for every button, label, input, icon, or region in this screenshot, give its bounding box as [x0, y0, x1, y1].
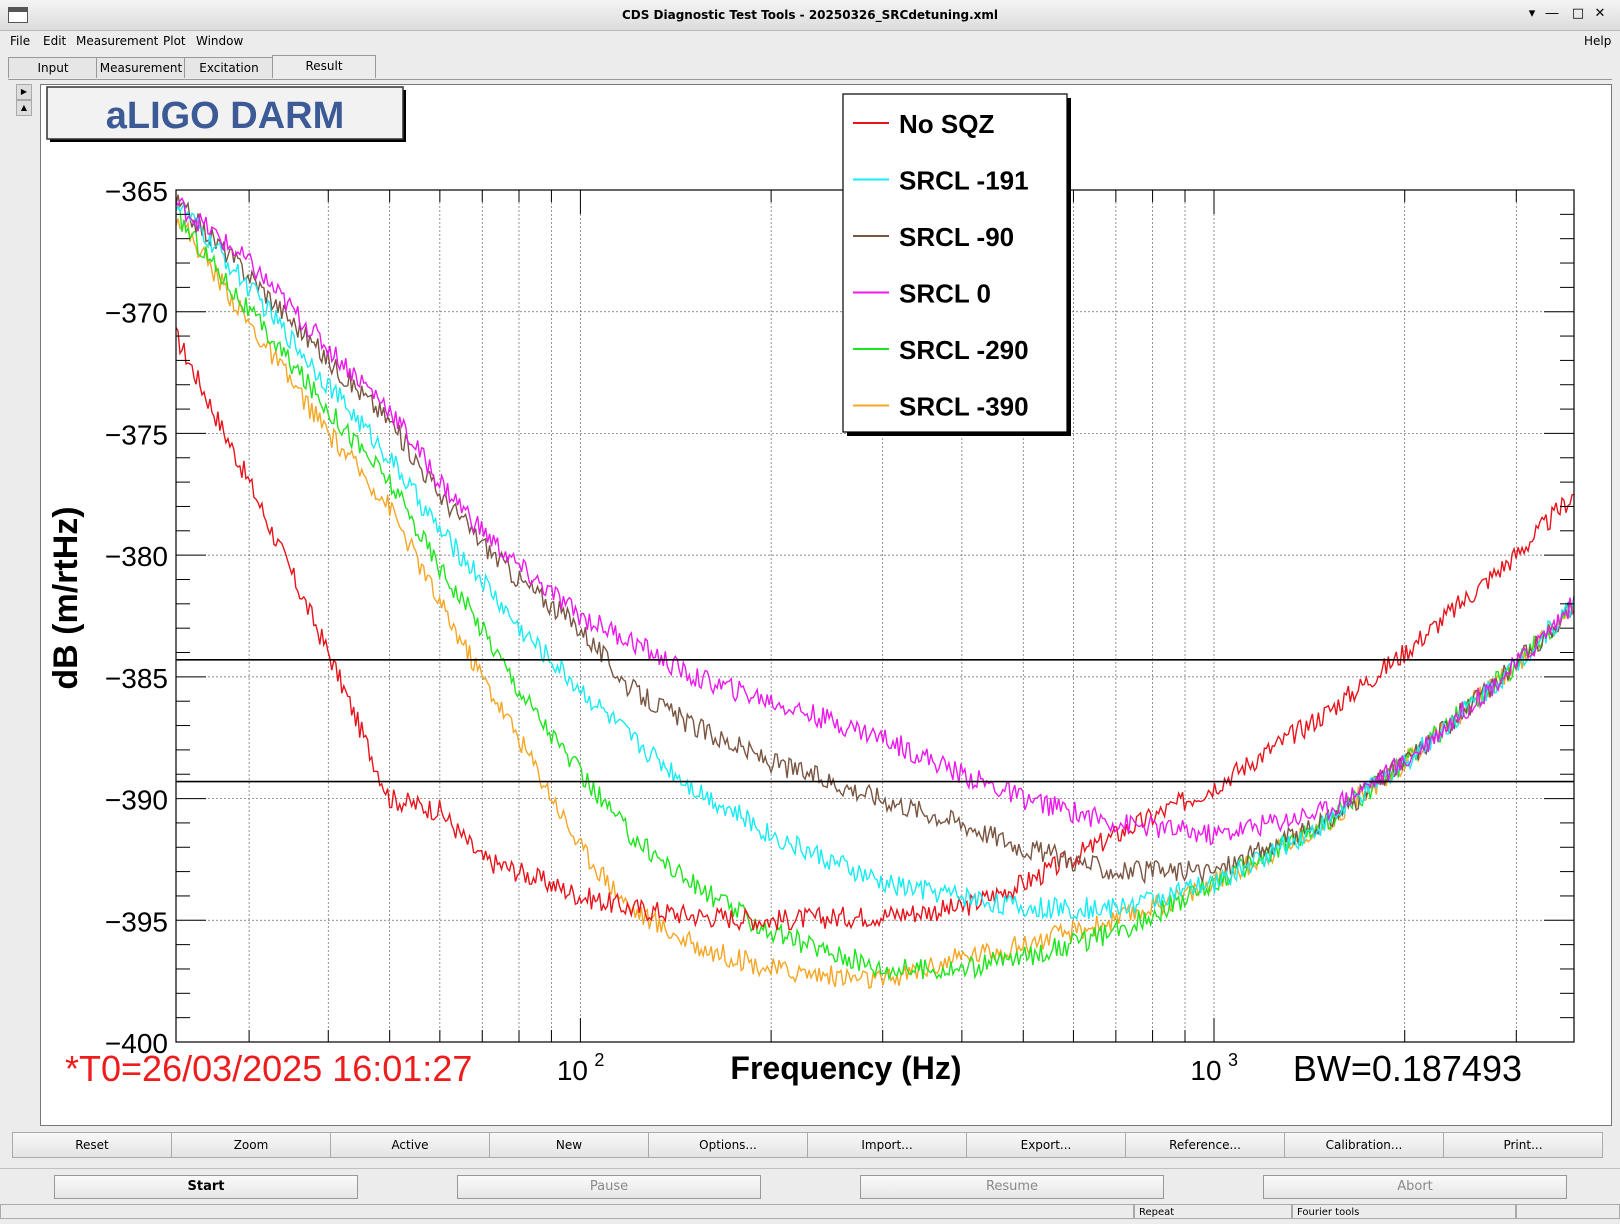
- legend-entry: SRCL -90: [899, 222, 1014, 252]
- menu-plot[interactable]: Plot: [163, 34, 186, 48]
- darm-plot[interactable]: −365−370−375−380−385−390−395−400 10 2 10 3 …: [41, 85, 1611, 1125]
- status-repeat: Repeat: [1134, 1204, 1292, 1219]
- expand-right-icon[interactable]: ▶: [16, 84, 32, 100]
- y-axis-label: dB (m/rtHz): [47, 506, 85, 689]
- tab-excitation[interactable]: Excitation: [184, 57, 274, 78]
- tab-result[interactable]: Result: [272, 55, 376, 78]
- minimize-icon[interactable]: ▾: [1528, 6, 1536, 21]
- status-fourier-tools: Fourier tools: [1292, 1204, 1516, 1219]
- reset-button[interactable]: Reset: [12, 1132, 172, 1158]
- timestamp-label: *T0=26/03/2025 16:01:27: [65, 1048, 472, 1089]
- y-tick-label: −390: [105, 785, 168, 816]
- app-window-icon: [8, 7, 28, 23]
- x-axis-label: Frequency (Hz): [730, 1050, 961, 1086]
- status-cell-main: [0, 1204, 1134, 1219]
- y-tick-label: −370: [105, 298, 168, 329]
- plot-toolbar: Reset Zoom Active New Options... Import.…: [12, 1132, 1604, 1158]
- legend-entry: SRCL -290: [899, 335, 1029, 365]
- menu-help[interactable]: Help: [1584, 34, 1612, 48]
- window-title: CDS Diagnostic Test Tools - 20250326_SRC…: [621, 8, 999, 22]
- status-bar: Repeat Fourier tools: [0, 1202, 1620, 1222]
- export-button[interactable]: Export...: [966, 1132, 1126, 1158]
- tab-measurement[interactable]: Measurement: [96, 57, 186, 78]
- x-tick-label: 10: [1190, 1055, 1221, 1086]
- legend-entry: SRCL -390: [899, 392, 1029, 422]
- bandwidth-label: BW=0.187493: [1293, 1048, 1522, 1089]
- calibration-button[interactable]: Calibration...: [1284, 1132, 1444, 1158]
- tab-input[interactable]: Input: [8, 57, 98, 78]
- y-tick-label: −385: [105, 663, 168, 694]
- menu-measurement[interactable]: Measurement: [76, 34, 159, 48]
- x-tick-label: 10: [557, 1055, 588, 1086]
- collapse-up-icon[interactable]: ▲: [16, 100, 32, 116]
- series-line-no-sqz: [175, 327, 1575, 932]
- control-bar: Start Pause Resume Abort: [0, 1168, 1620, 1201]
- restore-icon[interactable]: ―: [1545, 6, 1559, 21]
- y-tick-label: −380: [105, 541, 168, 572]
- y-tick-label: −395: [105, 906, 168, 937]
- start-button[interactable]: Start: [54, 1175, 358, 1199]
- new-button[interactable]: New: [489, 1132, 649, 1158]
- plot-panel[interactable]: −365 −370 −375 −380 −385 −390 −395 −400 10 2 10 3 …: [40, 84, 1612, 1126]
- series-line-srcl--290: [175, 206, 1575, 982]
- x-tick-exponent: 2: [594, 1050, 604, 1070]
- import-button[interactable]: Import...: [807, 1132, 967, 1158]
- pause-button[interactable]: Pause: [457, 1175, 761, 1199]
- legend-entry: SRCL 0: [899, 279, 991, 309]
- legend-entry: SRCL -191: [899, 166, 1029, 196]
- legend-entry: No SQZ: [899, 109, 994, 139]
- close-icon[interactable]: ✕: [1594, 6, 1606, 21]
- reference-button[interactable]: Reference...: [1125, 1132, 1285, 1158]
- y-tick-label: −365: [105, 176, 168, 207]
- resume-button[interactable]: Resume: [860, 1175, 1164, 1199]
- title-box: [46, 86, 404, 140]
- zoom-button[interactable]: Zoom: [171, 1132, 331, 1158]
- menu-window[interactable]: Window: [196, 34, 244, 48]
- active-button[interactable]: Active: [330, 1132, 490, 1158]
- y-tick-label: −375: [105, 419, 168, 450]
- options-button[interactable]: Options...: [648, 1132, 808, 1158]
- x-tick-exponent: 3: [1228, 1050, 1238, 1070]
- y-tick-label: −400: [105, 1028, 168, 1059]
- menu-edit[interactable]: Edit: [43, 34, 67, 48]
- series-line-srcl-0: [175, 197, 1575, 846]
- window-titlebar: CDS Diagnostic Test Tools - 20250326_SRC…: [0, 0, 1620, 31]
- series-line-srcl--390: [175, 218, 1575, 989]
- maximize-icon[interactable]: □: [1571, 6, 1585, 21]
- plot-title: aLIGO DARM: [106, 95, 345, 137]
- print-button[interactable]: Print...: [1443, 1132, 1603, 1158]
- tab-divider: [8, 79, 1612, 80]
- menu-bar: File Edit Measurement Plot Window Help: [0, 30, 1620, 52]
- series-line-srcl--191: [175, 201, 1575, 921]
- abort-button[interactable]: Abort: [1263, 1175, 1567, 1199]
- menu-file[interactable]: File: [10, 34, 31, 48]
- legend-box: [842, 93, 1068, 433]
- status-cell-end: [1516, 1204, 1620, 1219]
